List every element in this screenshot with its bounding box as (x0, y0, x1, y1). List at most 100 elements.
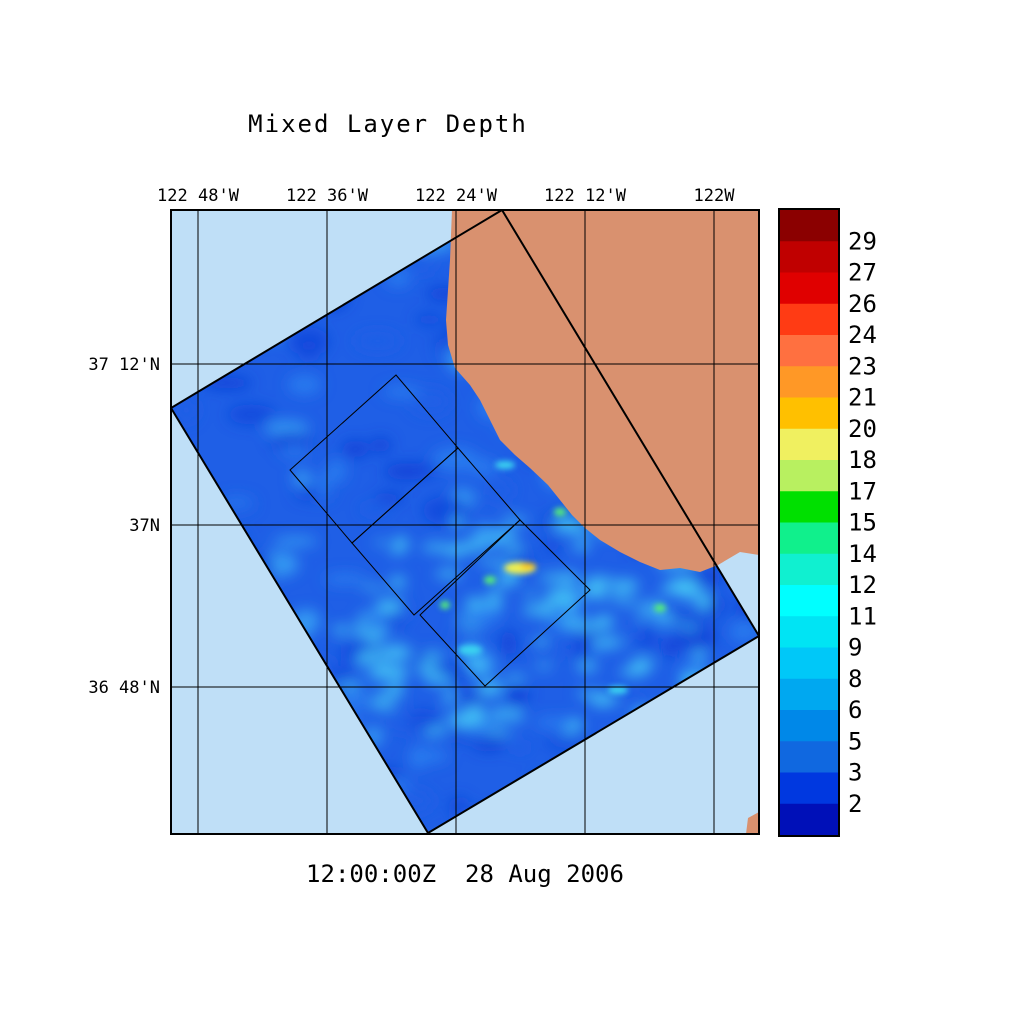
mld-texture-blob (323, 573, 367, 585)
mld-texture-filament (538, 602, 554, 617)
land-mass (446, 210, 759, 572)
mld-texture-filament (618, 602, 650, 606)
mld-texture-blob (287, 374, 322, 395)
lat-label: 37 12'N (88, 355, 160, 375)
colorbar-tick-label: 17 (848, 477, 877, 505)
mld-texture-filament (357, 614, 373, 621)
mld-texture-filament (570, 718, 583, 731)
mld-texture-filament (416, 663, 438, 675)
mld-texture-filament (459, 624, 484, 629)
longitude-labels: 122 48'W 122 36'W 122 24'W 122 12'W 122W (157, 186, 735, 206)
mld-texture-filament (583, 576, 614, 587)
lon-label: 122 36'W (286, 186, 369, 206)
mld-texture-blob (354, 331, 401, 351)
subdomain-box-3 (419, 519, 591, 687)
colorbar-tick-label: 11 (848, 602, 877, 630)
mld-texture-blob (272, 536, 318, 546)
mld-texture-filament (380, 644, 412, 661)
mld-hotspot (458, 645, 482, 655)
mld-texture-filament (429, 726, 447, 731)
mld-texture-filament (501, 517, 528, 524)
lon-label: 122 24'W (415, 186, 498, 206)
mld-texture-blob (279, 445, 309, 457)
colorbar-swatch (780, 772, 838, 805)
colorbar-swatch (780, 616, 838, 649)
mld-texture-filament (656, 609, 669, 625)
colorbar-tick-label: 2 (848, 790, 862, 818)
mld-texture-blob (662, 637, 679, 658)
mld-texture-filament (569, 622, 602, 631)
mld-texture-filament (611, 579, 639, 593)
colorbar-swatch (780, 460, 838, 492)
colorbar-swatch (780, 272, 838, 305)
colorbar-swatch (780, 428, 838, 461)
colorbar-tick-label: 20 (848, 415, 877, 443)
mld-texture-blob (625, 692, 640, 711)
mld-texture-filament (472, 660, 486, 674)
mld-texture-blob (382, 385, 422, 398)
model-domain-fill (171, 210, 759, 833)
mld-texture-filament (332, 625, 351, 635)
mld-texture-filament (454, 542, 484, 551)
map-plot-area (171, 210, 759, 834)
mld-texture-filament (477, 559, 510, 566)
mld-texture-blob (264, 420, 309, 436)
mld-texture-filament (488, 581, 513, 587)
colorbar-tick-label: 23 (848, 352, 877, 380)
mld-texture-filament (393, 536, 409, 552)
mld-texture-filament (576, 690, 598, 697)
latitude-labels: 37 12'N 37N 36 48'N (88, 355, 160, 698)
mld-texture-filament (424, 674, 453, 685)
colorbar: 29 27 26 24 23 21 20 18 17 15 14 12 11 9 8 6 5 3 2 (778, 208, 877, 837)
mld-texture-filament (577, 661, 598, 672)
mld-texture-blob (469, 459, 498, 476)
mld-texture-filament (504, 544, 524, 553)
mld-texture-blob (370, 437, 392, 453)
lat-label: 37N (129, 516, 160, 536)
mld-texture-blob (326, 459, 347, 484)
map-title: Mixed Layer Depth (248, 110, 528, 138)
mld-texture-blob (341, 440, 369, 458)
mld-texture-filament (533, 637, 549, 645)
mld-texture-filament (422, 651, 444, 660)
mld-texture-filament (607, 595, 631, 601)
mld-texture-filament (494, 707, 506, 723)
mld-texture-filament (556, 572, 579, 585)
mld-texture-blob (412, 721, 430, 749)
mld-texture-filament (600, 593, 612, 598)
mld-texture-blob (270, 431, 313, 450)
colorbar-swatch (780, 678, 838, 711)
colorbar-tick-label: 8 (848, 665, 862, 693)
mld-texture-blob (384, 463, 431, 480)
colorbar-labels: 29 27 26 24 23 21 20 18 17 15 14 12 11 9 8 6 5 3 2 (848, 227, 877, 818)
colorbar-swatch (780, 741, 838, 774)
map-frame (170, 209, 760, 835)
mld-texture-filament (552, 516, 579, 532)
mld-texture-blob (546, 535, 560, 555)
mld-texture-blob (317, 473, 331, 501)
colorbar-tick-label: 27 (848, 259, 877, 287)
colorbar-swatch (780, 803, 838, 836)
mld-texture-blob (459, 693, 485, 705)
mld-texture-blob (505, 551, 535, 562)
mld-texture-filament (465, 597, 486, 610)
model-domain-outline (171, 210, 759, 834)
mld-texture-filament (421, 543, 450, 552)
colorbar-swatch (780, 335, 838, 367)
colorbar-swatch (780, 491, 838, 524)
mld-texture-blob (508, 688, 530, 702)
colorbar-tick-label: 21 (848, 384, 877, 412)
colorbar-swatches (780, 210, 838, 836)
mld-texture-blob (482, 479, 514, 501)
colorbar-tick-label: 29 (848, 227, 877, 255)
mld-texture-filament (443, 690, 456, 704)
mld-texture-filament (562, 602, 577, 609)
mld-texture-blob (227, 404, 275, 425)
mld-texture-filament (540, 573, 562, 583)
mld-texture-filament (545, 589, 573, 605)
colorbar-swatch (780, 710, 838, 742)
mld-texture-blob (572, 637, 593, 662)
mld-texture-filament (346, 682, 360, 690)
mld-texture-filament (589, 692, 618, 707)
